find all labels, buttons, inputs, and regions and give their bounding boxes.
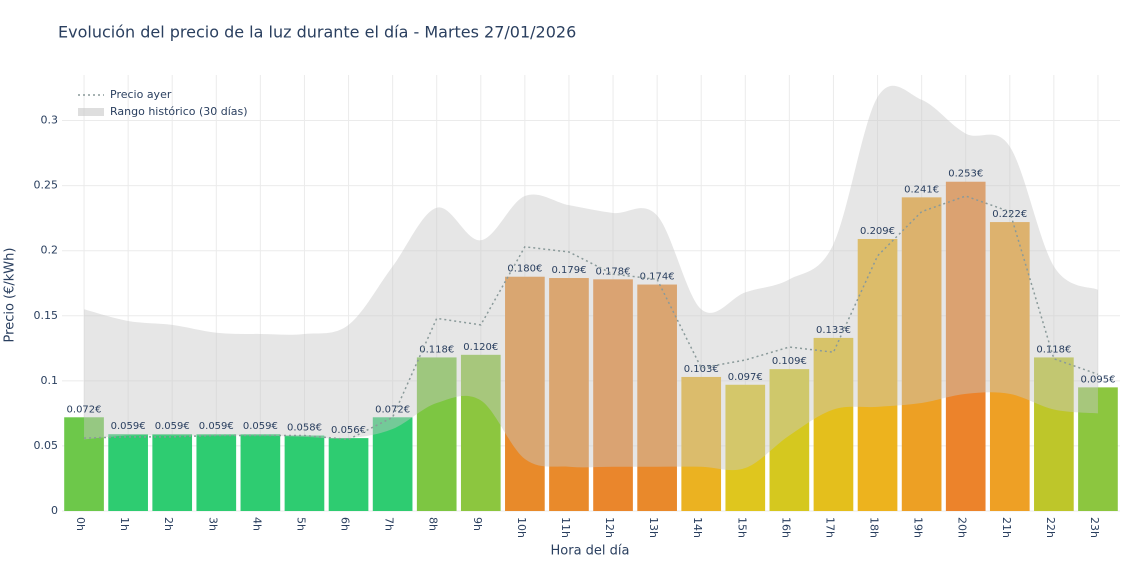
value-label: 0.056€	[331, 425, 366, 436]
value-label: 0.222€	[992, 209, 1027, 220]
x-tick-label: 17h	[823, 517, 836, 538]
value-label: 0.174€	[640, 272, 675, 283]
value-label: 0.058€	[287, 423, 322, 434]
x-axis-title: Hora del día	[551, 544, 630, 559]
value-label: 0.180€	[507, 264, 542, 275]
legend-label: Precio ayer	[110, 88, 172, 101]
x-tick-label: 21h	[1000, 517, 1013, 538]
value-label: 0.253€	[948, 169, 983, 180]
value-label: 0.103€	[684, 364, 719, 375]
x-tick-label: 2h	[162, 517, 175, 531]
x-tick-label: 19h	[912, 517, 925, 538]
bar	[505, 276, 545, 511]
value-label: 0.120€	[463, 342, 498, 353]
bar	[769, 369, 810, 511]
bar	[1078, 387, 1118, 511]
x-tick-label: 9h	[471, 517, 484, 531]
x-tick-label: 10h	[515, 517, 528, 538]
x-tick-label: 11h	[559, 517, 572, 538]
value-label: 0.059€	[111, 421, 146, 432]
x-tick-label: 8h	[427, 517, 440, 531]
y-tick-label: 0.1	[41, 374, 59, 387]
bar	[549, 278, 589, 511]
bar	[152, 434, 193, 511]
value-label: 0.178€	[596, 266, 631, 277]
x-tick-label: 7h	[383, 517, 396, 531]
legend-label: Rango histórico (30 días)	[110, 105, 248, 118]
bar	[284, 435, 325, 511]
bar	[372, 417, 413, 511]
bar	[681, 376, 722, 511]
bar	[725, 384, 766, 511]
legend-swatch	[78, 108, 104, 116]
value-label: 0.179€	[551, 265, 586, 276]
bar	[108, 434, 148, 511]
x-tick-label: 16h	[779, 517, 792, 538]
bar	[196, 434, 237, 511]
bar	[460, 354, 501, 511]
value-label: 0.097€	[728, 372, 763, 383]
value-label: 0.133€	[816, 325, 851, 336]
bar	[989, 222, 1030, 511]
bar	[1034, 357, 1074, 511]
x-tick-label: 0h	[74, 517, 87, 531]
x-tick-label: 12h	[603, 517, 616, 538]
x-tick-label: 13h	[647, 517, 660, 538]
bar	[637, 284, 677, 511]
value-label: 0.072€	[375, 404, 410, 415]
y-tick-label: 0.2	[41, 244, 59, 257]
legend: Precio ayer Rango histórico (30 días)	[78, 88, 248, 118]
x-tick-label: 18h	[868, 517, 881, 538]
bar	[240, 434, 281, 511]
value-label: 0.241€	[904, 184, 939, 195]
x-tick-label: 4h	[250, 517, 263, 531]
x-tick-label: 3h	[206, 517, 219, 531]
y-tick-label: 0.3	[41, 114, 59, 127]
chart-title: Evolución del precio de la luz durante e…	[58, 23, 576, 42]
x-tick-label: 15h	[735, 517, 748, 538]
bar	[416, 357, 457, 511]
value-label: 0.109€	[772, 356, 807, 367]
x-tick-label: 22h	[1044, 517, 1057, 538]
bar	[813, 337, 854, 511]
y-tick-label: 0.25	[34, 179, 59, 192]
value-label: 0.059€	[199, 421, 234, 432]
yesterday-line	[84, 195, 1099, 441]
bars	[64, 181, 1118, 512]
y-tick-label: 0.15	[34, 309, 59, 322]
bar	[593, 279, 633, 511]
bar	[64, 417, 104, 511]
value-label: 0.095€	[1080, 374, 1115, 385]
value-label: 0.072€	[67, 404, 102, 415]
overlays: 0.072€ 0.059€ 0.059€ 0.059€ 0.059€ 0.058€ 0.05…	[67, 85, 1115, 471]
value-label: 0.118€	[1036, 344, 1071, 355]
x-tick-label: 5h	[294, 517, 307, 531]
bar	[901, 197, 942, 511]
value-label: 0.059€	[155, 421, 190, 432]
value-label: 0.059€	[243, 421, 278, 432]
y-axis-title: Precio (€/kWh)	[3, 248, 18, 343]
bar	[945, 181, 986, 511]
value-label: 0.118€	[419, 344, 454, 355]
y-tick-label: 0	[51, 504, 58, 517]
x-tick-label: 6h	[339, 517, 352, 531]
x-tick-label: 14h	[691, 517, 704, 538]
bar	[857, 238, 898, 512]
range-band	[84, 85, 1098, 471]
y-tick-label: 0.05	[34, 439, 59, 452]
value-label: 0.209€	[860, 226, 895, 237]
x-tick-label: 20h	[956, 517, 969, 538]
x-tick-label: 1h	[118, 517, 131, 531]
x-tick-label: 23h	[1088, 517, 1101, 538]
bar	[328, 438, 369, 511]
